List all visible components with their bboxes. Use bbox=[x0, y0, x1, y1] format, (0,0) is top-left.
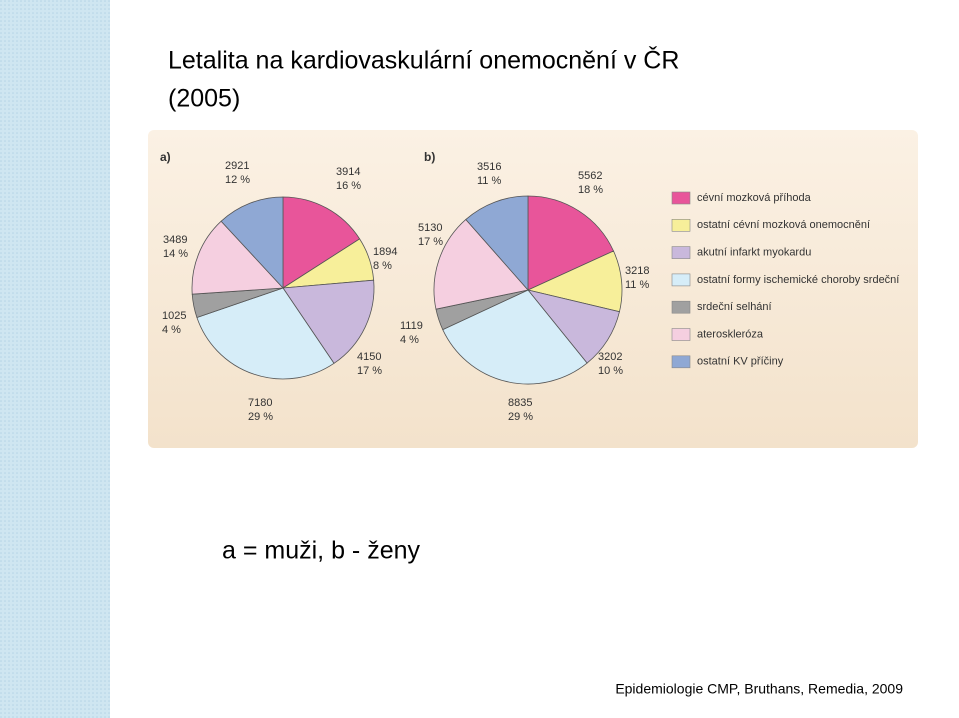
pie-slice bbox=[282, 196, 361, 289]
value-label: 2921 bbox=[225, 160, 249, 172]
value-label: 8835 bbox=[508, 397, 532, 409]
legend-swatch bbox=[671, 355, 691, 369]
value-label: 5130 bbox=[418, 222, 442, 234]
value-label: 3516 bbox=[477, 161, 501, 173]
legend-swatch bbox=[671, 273, 691, 287]
percent-label: 10 % bbox=[598, 365, 623, 377]
pie-slice bbox=[282, 279, 375, 364]
value-label: 1119 bbox=[400, 320, 423, 332]
pie-slice bbox=[433, 218, 529, 310]
legend-swatch bbox=[671, 191, 691, 205]
pie-slice bbox=[220, 196, 284, 290]
legend-label: ostatní formy ischemické choroby srdeční bbox=[697, 274, 899, 286]
legend-label: ostatní cévní mozková onemocnění bbox=[697, 219, 870, 231]
legend-swatch bbox=[671, 246, 691, 259]
percent-label: 4 % bbox=[400, 334, 419, 346]
legend-swatch bbox=[671, 300, 691, 314]
value-label: 7180 bbox=[248, 397, 272, 409]
percent-label: 12 % bbox=[225, 174, 250, 186]
percent-label: 8 % bbox=[373, 260, 392, 272]
value-label: 3489 bbox=[163, 234, 187, 246]
legend-label: ateroskleróza bbox=[697, 328, 764, 340]
legend-label: akutní infarkt myokardu bbox=[697, 247, 811, 259]
percent-label: 29 % bbox=[508, 411, 533, 423]
legend-label: ostatní KV příčiny bbox=[697, 356, 784, 368]
value-label: 4150 bbox=[357, 351, 381, 363]
percent-label: 18 % bbox=[578, 184, 603, 196]
pie-slice bbox=[465, 195, 529, 292]
value-label: 1894 bbox=[373, 246, 397, 258]
percent-label: 16 % bbox=[336, 180, 361, 192]
percent-label: 29 % bbox=[248, 411, 273, 423]
percent-label: 11 % bbox=[625, 279, 649, 291]
percent-label: 11 % bbox=[477, 175, 501, 187]
value-label: 1025 bbox=[162, 310, 186, 322]
pie-slice bbox=[442, 289, 588, 385]
source: Epidemiologie CMP, Bruthans, Remedia, 20… bbox=[615, 681, 903, 697]
value-label: 3202 bbox=[598, 351, 622, 363]
side-stripe bbox=[0, 0, 110, 718]
value-label: 5562 bbox=[578, 170, 602, 182]
percent-label: 14 % bbox=[163, 248, 188, 260]
percent-label: 17 % bbox=[357, 365, 382, 377]
chart-title: a) bbox=[160, 150, 171, 164]
legend-label: cévní mozková příhoda bbox=[697, 192, 812, 204]
caption: a = muži, b - ženy bbox=[222, 537, 420, 565]
value-label: 3914 bbox=[336, 166, 360, 178]
percent-label: 17 % bbox=[418, 236, 443, 248]
pie-slice bbox=[191, 220, 284, 295]
chart-title: b) bbox=[424, 150, 435, 164]
legend-label: srdeční selhání bbox=[697, 301, 772, 313]
legend-swatch bbox=[671, 219, 691, 232]
percent-label: 4 % bbox=[162, 324, 181, 336]
slide-title: (2005) bbox=[168, 85, 240, 113]
slide-title: Letalita na kardiovaskulární onemocnění … bbox=[168, 46, 679, 75]
value-label: 3218 bbox=[625, 265, 649, 277]
pie-slice bbox=[196, 287, 335, 380]
pie-slice bbox=[527, 195, 615, 291]
legend-swatch bbox=[671, 328, 691, 341]
